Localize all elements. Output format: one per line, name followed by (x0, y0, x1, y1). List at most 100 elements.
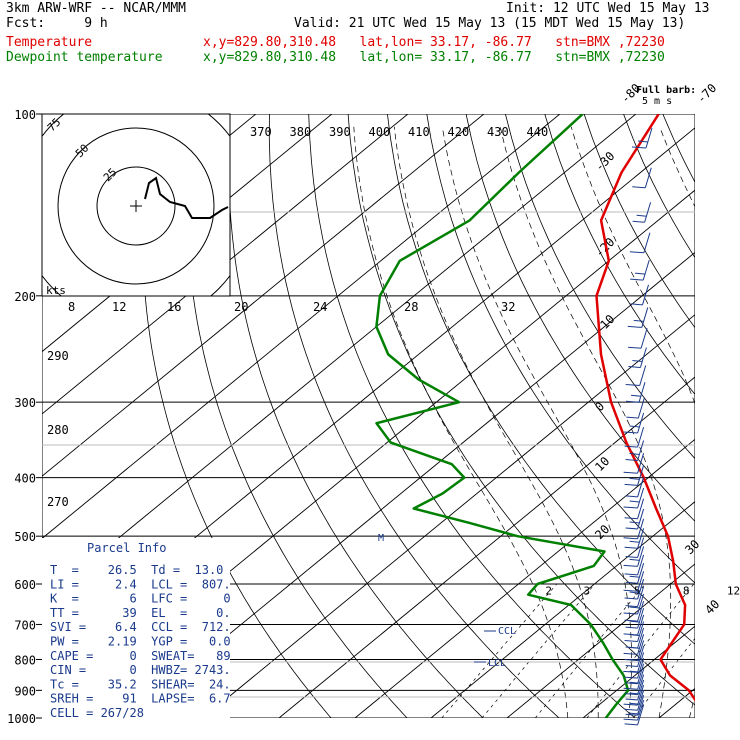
isotherm-line (42, 114, 561, 540)
wind-barb-flag (630, 394, 642, 397)
wind-barb-shaft (644, 167, 652, 188)
wind-barb-shaft (637, 412, 645, 434)
wind-barb (626, 397, 645, 419)
wind-barb-shaft (637, 498, 645, 519)
theta-label-top: 380 (290, 125, 312, 139)
moist-adiabat (353, 126, 569, 718)
wind-barb-flag (623, 431, 638, 434)
parcel-info-row: CIN = 0 HWBZ= 2743. (50, 663, 231, 677)
barb-legend-line1: Full barb: (636, 85, 696, 96)
parcel-info-row: T = 26.5 Td = 13.0 (50, 563, 223, 577)
wind-barb-flag (628, 366, 641, 369)
wind-barb-flag (629, 670, 640, 673)
wind-barb-shaft (645, 127, 653, 149)
wind-barb-flag (623, 612, 638, 615)
wind-barb-shaft (640, 328, 648, 349)
theta-label-left: 270 (47, 495, 69, 509)
wind-barb-flag (623, 471, 638, 474)
wind-barb-shaft (643, 232, 651, 253)
mixing-ratio-line (633, 637, 695, 718)
wind-barb-shaft (637, 578, 645, 600)
theta-label-top: 390 (329, 125, 351, 139)
wind-barb-flag (623, 687, 638, 690)
wind-barb (625, 537, 645, 558)
wind-barb-flag (629, 521, 640, 524)
wind-barb-shaft (637, 571, 645, 592)
wind-barb-flag (629, 712, 640, 715)
wind-barb (624, 426, 645, 448)
isotherm-label-top: -70 (694, 81, 719, 106)
wind-barb (624, 554, 645, 576)
dry-adiabat (347, 114, 695, 706)
dry-adiabat (426, 114, 695, 584)
wind-barb-flag (624, 546, 638, 549)
theta-label-top: 400 (369, 125, 391, 139)
wind-barb-shaft (637, 679, 645, 701)
hodograph-trace (144, 176, 229, 219)
wind-barb-shaft (637, 640, 645, 661)
wind-barb (625, 563, 645, 584)
wind-barb (624, 704, 645, 726)
wind-barb-flag (624, 445, 638, 448)
wind-barb-flag (623, 506, 638, 509)
hodograph-ring (96, 166, 176, 246)
wind-barb-shaft (637, 627, 645, 649)
wind-barb (628, 328, 648, 349)
theta-label-left: 290 (47, 349, 69, 363)
wind-barb-flag (625, 605, 638, 608)
theta-label-top: 440 (527, 125, 549, 139)
wind-barb-shaft (637, 695, 645, 716)
wind-barb (624, 498, 645, 520)
wind-barb-flag (626, 416, 639, 419)
wind-barb-flag (627, 325, 642, 328)
parcel-info-row: CELL = 267/28 (50, 706, 144, 720)
wind-barb-flag (629, 477, 640, 480)
isotherm-line (42, 114, 485, 477)
wind-barb-shaft (639, 365, 647, 386)
wind-barb-shaft (642, 259, 650, 281)
wind-barb-flag (623, 537, 638, 540)
wind-barb (625, 679, 645, 701)
wind-barb (628, 347, 647, 369)
parcel-info-panel: Parcel Info T = 26.5 Td = 13.0LI = 2.4 L… (42, 538, 231, 720)
wind-barb-shaft (641, 307, 649, 328)
wind-barb (623, 412, 645, 434)
wind-barb-flag (628, 346, 642, 349)
wind-barb (624, 674, 645, 696)
wind-barb (625, 476, 645, 498)
dry-adiabat (505, 114, 695, 460)
wind-barb-flag (624, 517, 638, 520)
isotherm-line (42, 114, 637, 602)
wind-barb-flag (624, 619, 638, 622)
wind-barb-flag (636, 214, 647, 217)
parcel-info-row: K = 6 LFC = 0 (50, 592, 231, 606)
pressure-label: 900 (14, 684, 36, 698)
wind-barb-shaft (637, 593, 645, 615)
wind-barb-shaft (637, 614, 645, 636)
wind-barb-flag (629, 606, 640, 609)
pressure-label: 100 (14, 108, 36, 122)
wind-barb (623, 634, 645, 655)
model-title: 3km ARW-WRF -- NCAR/MMM (6, 1, 187, 16)
wind-barb-shaft (637, 465, 645, 486)
wind-barb (624, 578, 645, 600)
theta-label-left: 280 (47, 423, 69, 437)
wind-barb-shaft (637, 397, 645, 419)
wind-barb-flag (629, 702, 640, 705)
pressure-label: 1000 (7, 712, 36, 726)
wind-barb-shaft (637, 440, 645, 461)
wind-barb-flag (625, 555, 638, 558)
theta-e-label: 32 (501, 300, 515, 314)
wind-barb-flag (629, 500, 640, 503)
wind-barb-flag (632, 360, 643, 363)
wind-barb-flag (629, 425, 640, 428)
wind-barb-flag (625, 527, 638, 530)
pressure-label: 600 (14, 578, 36, 592)
wind-barb (623, 453, 645, 474)
wind-barb (624, 621, 645, 643)
wind-barb (624, 601, 645, 622)
wind-barb-flag (623, 564, 638, 567)
pressure-label: 700 (14, 618, 36, 632)
wind-barb-shaft (637, 546, 645, 567)
